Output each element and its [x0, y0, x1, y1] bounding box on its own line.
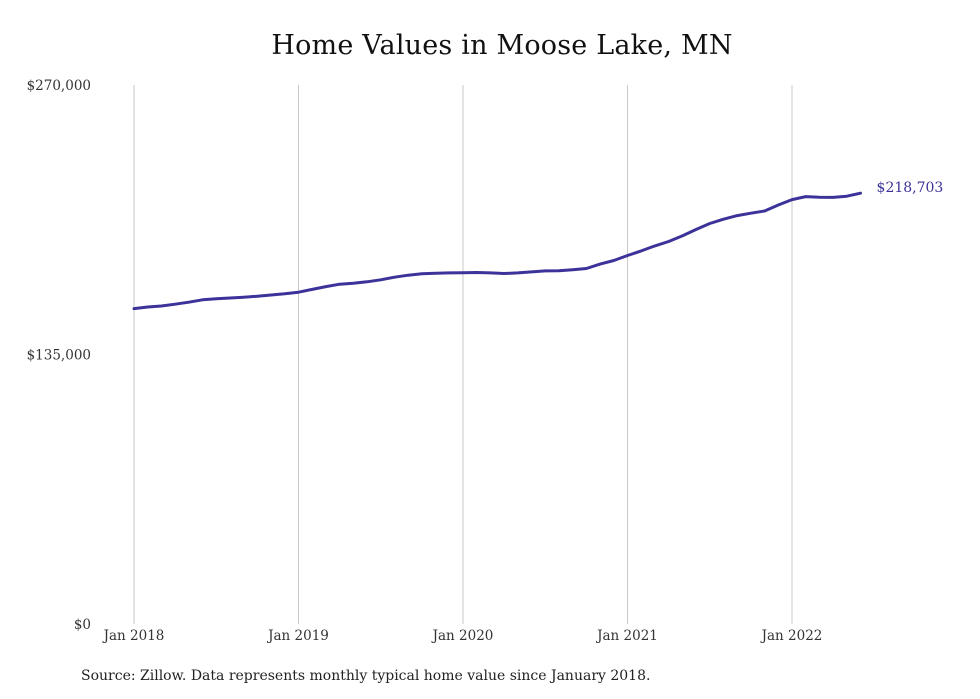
y-tick-label: $0 [74, 617, 91, 633]
x-tick-label: Jan 2021 [595, 628, 658, 644]
series-group: $218,703 [132, 180, 944, 311]
series-line-0 [132, 191, 862, 311]
vertical-gridlines [133, 85, 793, 624]
y-tick-label: $270,000 [27, 78, 91, 94]
x-tick-label: Jan 2018 [102, 628, 165, 644]
end-value-label: $218,703 [877, 180, 944, 196]
x-tick-label: Jan 2020 [431, 628, 494, 644]
chart-title: Home Values in Moose Lake, MN [271, 30, 733, 61]
x-tick-label: Jan 2019 [266, 628, 329, 644]
y-axis-tick-labels: $0 $135,000 $270,000 [27, 78, 91, 633]
x-axis-tick-labels: Jan 2018 Jan 2019 Jan 2020 Jan 2021 Jan 2022 [102, 628, 823, 644]
source-note: Source: Zillow. Data represents monthly … [81, 668, 651, 684]
y-tick-label: $135,000 [27, 348, 91, 364]
x-tick-label: Jan 2022 [760, 628, 823, 644]
